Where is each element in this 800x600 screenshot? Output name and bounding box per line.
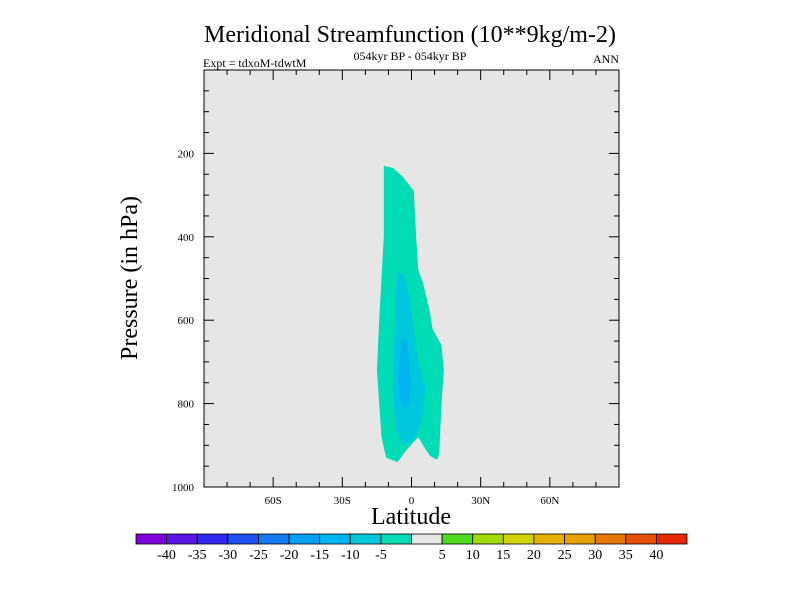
colorbar-label: 10: [466, 548, 480, 563]
colorbar-label: -5: [375, 548, 387, 563]
contour-region-1: [393, 272, 426, 446]
colorbar-label: 35: [619, 548, 633, 563]
colorbar-swatch-10: [441, 533, 474, 545]
colorbar-label: -35: [188, 548, 207, 563]
chart-title: Meridional Streamfunction (10**9kg/m-2): [204, 22, 616, 48]
colorbar-label: 20: [527, 548, 541, 563]
colorbar-swatch-9: [411, 533, 443, 545]
colorbar-swatch-16: [625, 533, 657, 545]
y-tick-label: 800: [178, 399, 195, 411]
colorbar-label: 40: [649, 548, 663, 563]
season-label: ANN: [593, 52, 619, 66]
x-axis-label: Latitude: [371, 504, 451, 530]
colorbar-label: -20: [280, 548, 299, 563]
colorbar-label: -40: [157, 548, 176, 563]
colorbar-swatch-8: [380, 533, 412, 545]
experiment-label: Expt = tdxoM-tdwtM: [203, 56, 307, 70]
colorbar-label: -10: [341, 548, 360, 563]
colorbar-swatch-1: [166, 533, 198, 545]
colorbar-swatch-13: [533, 533, 565, 545]
x-tick-label: 60S: [265, 495, 282, 507]
colorbar-label: -15: [310, 548, 329, 563]
colorbar-swatch-7: [349, 533, 382, 545]
colorbar-label: -30: [218, 548, 237, 563]
colorbar-label: 5: [439, 548, 446, 563]
x-tick-label: 0: [409, 495, 415, 507]
colorbar-swatch-3: [227, 533, 259, 545]
y-tick-label: 600: [178, 315, 195, 327]
colorbar-swatch-4: [258, 533, 290, 545]
y-tick-label: 400: [178, 232, 195, 244]
colorbar-label: 15: [496, 548, 510, 563]
x-tick-label: 60N: [540, 495, 559, 507]
colorbar-label: 30: [588, 548, 602, 563]
colorbar-swatch-6: [319, 533, 351, 545]
contour-region-2: [397, 336, 412, 408]
colorbar-label: -25: [249, 548, 268, 563]
contour-layer: [376, 165, 444, 462]
chart-subtitle: 054kyr BP - 054kyr BP: [354, 49, 467, 63]
colorbar-swatch-14: [564, 533, 596, 545]
plot-frame: [203, 69, 620, 488]
colorbar-swatch-11: [472, 533, 504, 545]
x-tick-label: 30N: [471, 495, 490, 507]
y-axis-label: Pressure (in hPa): [117, 196, 143, 360]
colorbar-swatch-0: [135, 533, 168, 545]
y-tick-label: 200: [178, 148, 195, 160]
y-tick-label: 1000: [172, 482, 195, 494]
colorbar-swatch-12: [502, 533, 535, 545]
colorbar-label: 25: [558, 548, 572, 563]
colorbar-swatch-5: [288, 533, 321, 545]
colorbar-swatch-15: [594, 533, 627, 545]
colorbar-swatch-2: [196, 533, 229, 545]
colorbar: -40 -35 -30 -25 -20 -15 -10 -5 5 10 15 20 25 30 35 40: [135, 533, 688, 563]
colorbar-swatch-17: [655, 533, 688, 545]
x-tick-label: 30S: [334, 495, 351, 507]
